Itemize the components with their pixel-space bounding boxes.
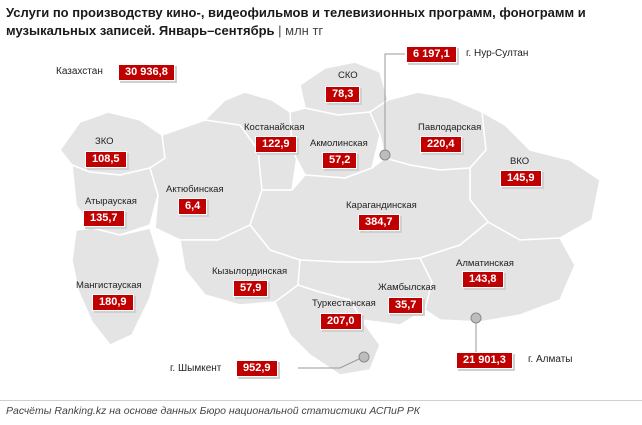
- source-footer: Расчёты Ranking.kz на основе данных Бюро…: [6, 405, 420, 417]
- city-markers: [358, 149, 482, 363]
- shymkent-leader: [298, 358, 360, 369]
- region-label-karaganda: Карагандинская: [346, 200, 417, 211]
- shymkent-marker-icon: [358, 351, 370, 363]
- region-value-kyzylorda: 57,9: [233, 280, 269, 297]
- region-label-sko: СКО: [338, 70, 358, 81]
- region-shape-aktobe: [149, 119, 263, 241]
- region-label-kostanay: Костанайская: [244, 122, 305, 133]
- region-label-vko: ВКО: [510, 156, 530, 167]
- footer-divider: [0, 400, 642, 401]
- region-value-zko: 108,5: [85, 151, 127, 168]
- city-label-shymkent: г. Шымкент: [170, 363, 222, 374]
- region-label-pavlodar: Павлодарская: [418, 122, 482, 133]
- title-main: Услуги по производству кино-, видеофильм…: [6, 5, 586, 38]
- region-label-zko: ЗКО: [95, 136, 114, 147]
- city-value-shymkent: 952,9: [236, 360, 278, 377]
- city-label-almaty: г. Алматы: [528, 354, 573, 365]
- region-value-atyrau: 135,7: [83, 210, 125, 227]
- region-shape-mangystau: [71, 227, 161, 346]
- country-label: Казахстан: [56, 66, 103, 77]
- city-value-nursultan: 6 197,1: [406, 46, 457, 63]
- region-label-aktobe: Актюбинская: [166, 184, 224, 195]
- city-value-almaty: 21 901,3: [456, 352, 513, 369]
- region-label-mangystau: Мангистауская: [76, 280, 142, 291]
- nursultan-marker-icon: [379, 149, 391, 161]
- region-value-pavlodar: 220,4: [420, 136, 462, 153]
- region-value-kostanay: 122,9: [255, 136, 297, 153]
- country-value: 30 936,8: [118, 64, 175, 81]
- region-value-akmola: 57,2: [322, 152, 358, 169]
- title-unit: | млн тг: [278, 23, 324, 38]
- region-label-almaty-region: Алматинская: [456, 258, 514, 269]
- region-value-aktobe: 6,4: [178, 198, 208, 215]
- region-label-turkestan: Туркестанская: [312, 298, 376, 309]
- region-shape-akmola: [289, 107, 381, 179]
- region-label-akmola: Акмолинская: [310, 138, 368, 149]
- region-label-kyzylorda: Кызылординская: [212, 266, 288, 277]
- region-value-turkestan: 207,0: [320, 313, 362, 330]
- chart-title: Услуги по производству кино-, видеофильм…: [6, 4, 626, 40]
- nursultan-leader: [384, 53, 405, 150]
- region-value-sko: 78,3: [325, 86, 361, 103]
- region-value-almaty-region: 143,8: [462, 271, 504, 288]
- region-label-atyrau: Атырауская: [85, 196, 137, 207]
- region-label-zhambyl: Жамбылская: [378, 282, 436, 293]
- region-value-karaganda: 384,7: [358, 214, 400, 231]
- region-value-vko: 145,9: [500, 170, 542, 187]
- region-value-mangystau: 180,9: [92, 294, 134, 311]
- almaty-marker-icon: [470, 312, 482, 324]
- city-label-nursultan: г. Нур-Султан: [466, 48, 529, 59]
- region-value-zhambyl: 35,7: [388, 297, 424, 314]
